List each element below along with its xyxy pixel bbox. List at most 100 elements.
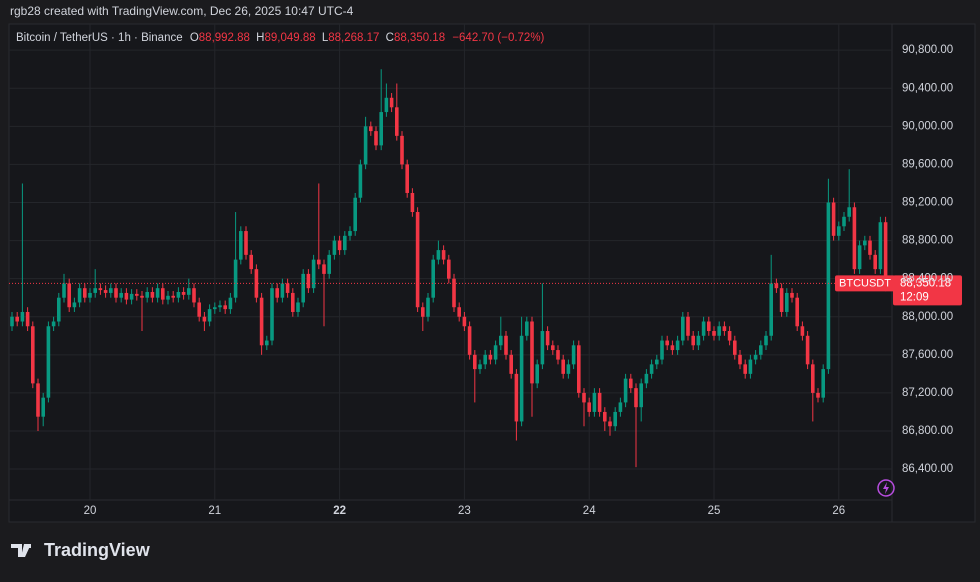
candle-body bbox=[280, 283, 285, 298]
candle-body bbox=[103, 290, 108, 293]
candle-body bbox=[525, 321, 529, 336]
candle-body bbox=[426, 297, 430, 317]
candle-body bbox=[769, 283, 773, 336]
candle-body bbox=[592, 392, 597, 412]
candle-body bbox=[629, 378, 633, 389]
candle-body bbox=[582, 392, 586, 403]
y-tick-label: 87,600.00 bbox=[902, 349, 953, 361]
candle-body bbox=[816, 392, 820, 398]
y-tick-label: 90,800.00 bbox=[902, 44, 953, 56]
x-tick-label: 22 bbox=[333, 505, 346, 517]
candle-body bbox=[431, 259, 435, 298]
candle-body bbox=[25, 311, 30, 327]
legend-o-label: O bbox=[190, 32, 199, 44]
candle-body bbox=[478, 364, 482, 370]
candle-body bbox=[228, 297, 233, 310]
legend-open: 88,992.88 bbox=[199, 32, 250, 44]
alert-bolt bbox=[883, 482, 889, 494]
logo: TradingView bbox=[11, 540, 151, 560]
candle-body bbox=[473, 354, 477, 370]
x-tick-label: 20 bbox=[84, 505, 97, 517]
candle-body bbox=[493, 345, 498, 360]
candle-body bbox=[72, 302, 77, 308]
candle-body bbox=[571, 345, 576, 365]
candle-body bbox=[363, 126, 368, 165]
candle-body bbox=[296, 302, 300, 312]
candle-body bbox=[805, 335, 810, 365]
candle-body bbox=[738, 354, 742, 365]
brand: TradingView bbox=[44, 540, 151, 560]
candle-body bbox=[868, 240, 872, 255]
candle-body bbox=[374, 131, 378, 146]
candle-body bbox=[675, 340, 680, 351]
candle-body bbox=[556, 350, 560, 360]
candle-body bbox=[291, 292, 295, 312]
candle-body bbox=[577, 345, 581, 393]
candle-body bbox=[239, 231, 243, 260]
candle-body bbox=[691, 335, 695, 346]
candle-body bbox=[10, 316, 14, 327]
candle-body bbox=[109, 288, 113, 293]
candle-body bbox=[218, 305, 222, 308]
candle-body bbox=[530, 321, 534, 384]
x-tick-label: 23 bbox=[458, 505, 471, 517]
candle-body bbox=[634, 388, 638, 408]
candle-body bbox=[405, 164, 409, 193]
y-tick-label: 89,200.00 bbox=[902, 197, 953, 209]
candle-body bbox=[644, 373, 649, 384]
candle-body bbox=[623, 378, 628, 403]
legend-high: 89,049.88 bbox=[264, 32, 315, 44]
candle-body bbox=[207, 309, 212, 322]
candle-body bbox=[686, 316, 690, 336]
candle-body bbox=[150, 291, 155, 298]
candle-body bbox=[311, 259, 316, 289]
candle-body bbox=[181, 291, 186, 295]
candle-body bbox=[551, 345, 555, 351]
symbol-tag bbox=[835, 275, 895, 292]
candle-body bbox=[873, 254, 877, 270]
candle-body bbox=[519, 335, 524, 422]
candle-body bbox=[613, 411, 617, 427]
y-tick-label: 88,800.00 bbox=[902, 235, 953, 247]
price-tag-label: 88,350.18 bbox=[900, 277, 951, 289]
candle-body bbox=[717, 326, 721, 336]
candle-body bbox=[176, 291, 181, 298]
alert-icon[interactable] bbox=[877, 479, 895, 497]
candle-body bbox=[540, 331, 545, 365]
candle-body bbox=[301, 273, 305, 303]
candle-body bbox=[748, 359, 753, 374]
candle-body bbox=[639, 383, 643, 408]
candle-body bbox=[504, 335, 508, 355]
candle-body bbox=[202, 316, 207, 322]
candle-body bbox=[369, 126, 373, 132]
candle-body bbox=[415, 212, 420, 308]
candle-body bbox=[384, 97, 389, 113]
candle-body bbox=[441, 250, 446, 260]
candle-body bbox=[31, 326, 35, 384]
candle-body bbox=[597, 392, 602, 412]
candle-body bbox=[701, 321, 706, 336]
candle-body bbox=[665, 340, 669, 346]
candle-body bbox=[41, 397, 45, 417]
candle-body bbox=[140, 295, 144, 298]
candle-body bbox=[452, 278, 456, 308]
candle-body bbox=[774, 283, 779, 289]
candle-body bbox=[410, 192, 415, 213]
candle-body bbox=[119, 292, 123, 298]
candle-body bbox=[161, 288, 165, 300]
candle-body bbox=[847, 207, 851, 217]
candle-body bbox=[863, 240, 867, 246]
candle-body bbox=[259, 297, 264, 346]
candle-body bbox=[649, 364, 654, 374]
candle-body bbox=[483, 354, 487, 365]
candle-body bbox=[759, 345, 763, 355]
y-tick-label: 86,400.00 bbox=[902, 463, 953, 475]
candle-body bbox=[77, 288, 82, 303]
candle-body bbox=[400, 135, 404, 165]
candle-body bbox=[618, 402, 623, 412]
candle-body bbox=[306, 273, 311, 289]
legend-low: 88,268.17 bbox=[328, 32, 379, 44]
legend-change: −642.70 (−0.72%) bbox=[452, 32, 544, 44]
candle-body bbox=[790, 292, 794, 298]
candle-body bbox=[145, 291, 149, 298]
